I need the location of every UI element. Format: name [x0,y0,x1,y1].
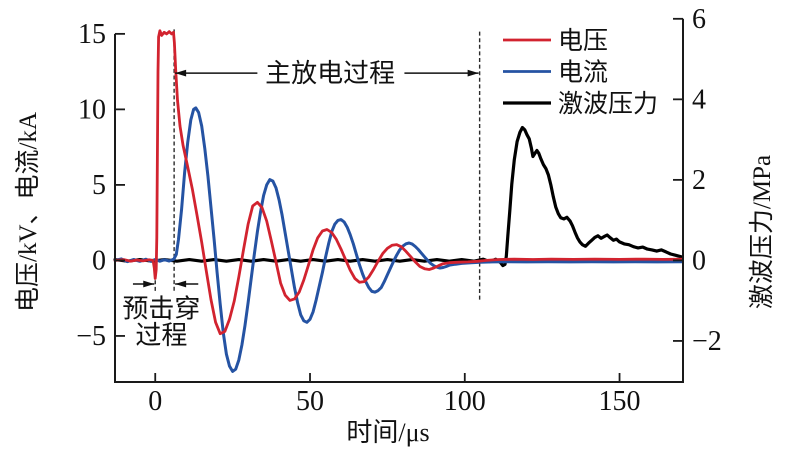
voltage-curve [113,29,684,336]
pre-breakdown-label-line1: 预击穿 [122,295,200,324]
legend-label-pressure: 激波压力 [558,90,658,118]
main-discharge-label: 主放电过程 [265,59,395,88]
legend-label-current: 电流 [558,59,608,87]
arrowhead-icon [175,69,187,77]
y-left-tick-label: 10 [78,94,106,125]
legend-label-voltage: 电压 [558,27,608,55]
y-left-tick-label: 5 [92,170,106,201]
x-axis-tick-label: 0 [148,386,162,417]
y-right-tick-label: 4 [692,84,706,115]
y-axis-left-title: 电压/kV、电流/kA [14,112,42,312]
current-curve [113,106,684,373]
x-axis-tick-label: 100 [444,386,486,417]
y-left-tick-label: −5 [76,321,106,352]
arrowhead-icon [143,280,155,288]
x-axis-tick-label: 150 [599,386,641,417]
y-right-tick-label: −2 [692,326,722,357]
pre-breakdown-label-line2: 过程 [135,321,187,350]
arrowhead-icon [467,69,479,77]
x-axis-title: 时间/μs [346,418,429,447]
y-left-tick-label: 0 [92,245,106,276]
y-right-tick-label: 6 [692,4,706,35]
arrowhead-icon [175,280,187,288]
y-right-tick-label: 2 [692,165,706,196]
y-right-tick-label: 0 [692,245,706,276]
x-axis-tick-label: 50 [296,386,324,417]
y-left-tick-label: 15 [78,19,106,50]
y-axis-right-title: 激波压力/MPa [748,155,776,309]
